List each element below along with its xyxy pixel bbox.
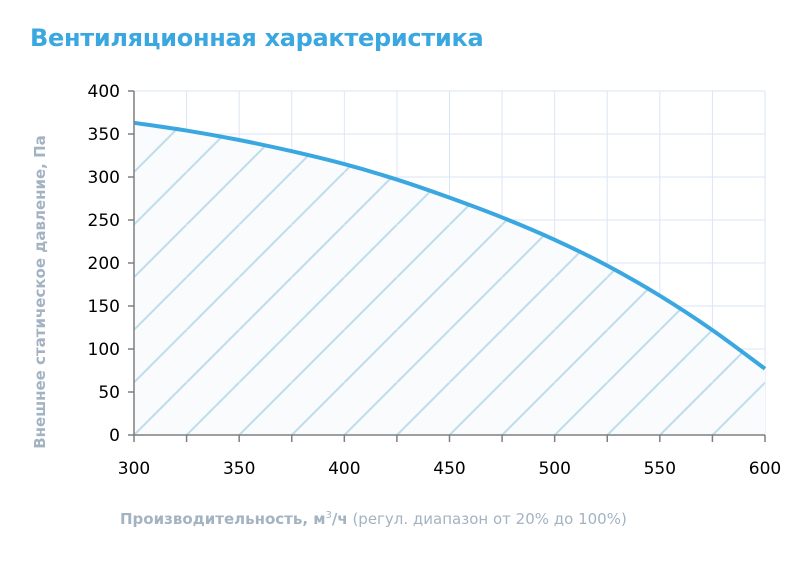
y-tick-label: 150 [88,297,120,317]
x-tick-label: 400 [328,459,360,479]
y-tick-label: 100 [88,340,120,360]
x-tick-label: 500 [538,459,570,479]
performance-curve [133,120,767,371]
y-tick-label: 200 [88,254,120,274]
x-axis-title-unit: /ч [331,510,348,528]
y-tick-label: 300 [88,168,120,188]
y-axis-title: Внешнее статическое давление, Па [31,135,49,449]
x-axis-title-sup: 3 [325,510,332,521]
area-hatch [134,122,765,435]
y-tick-label: 50 [98,383,120,403]
x-axis-title-note: (регул. диапазон от 20% до 100%) [347,510,627,528]
x-axis-title: Производительность, м3/ч (регул. диапазо… [120,510,627,528]
y-tick-label: 350 [88,125,120,145]
x-tick-label: 550 [644,459,676,479]
x-tick-label: 300 [118,459,150,479]
x-tick-label: 350 [223,459,255,479]
x-tick-label: 600 [749,459,781,479]
chart-title: Вентиляционная характеристика [30,24,484,52]
x-axis-title-main: Производительность, м [120,510,326,528]
y-tick-label: 400 [88,82,120,102]
x-tick-label: 450 [433,459,465,479]
y-tick-label: 250 [88,211,120,231]
y-tick-label: 0 [109,426,120,446]
